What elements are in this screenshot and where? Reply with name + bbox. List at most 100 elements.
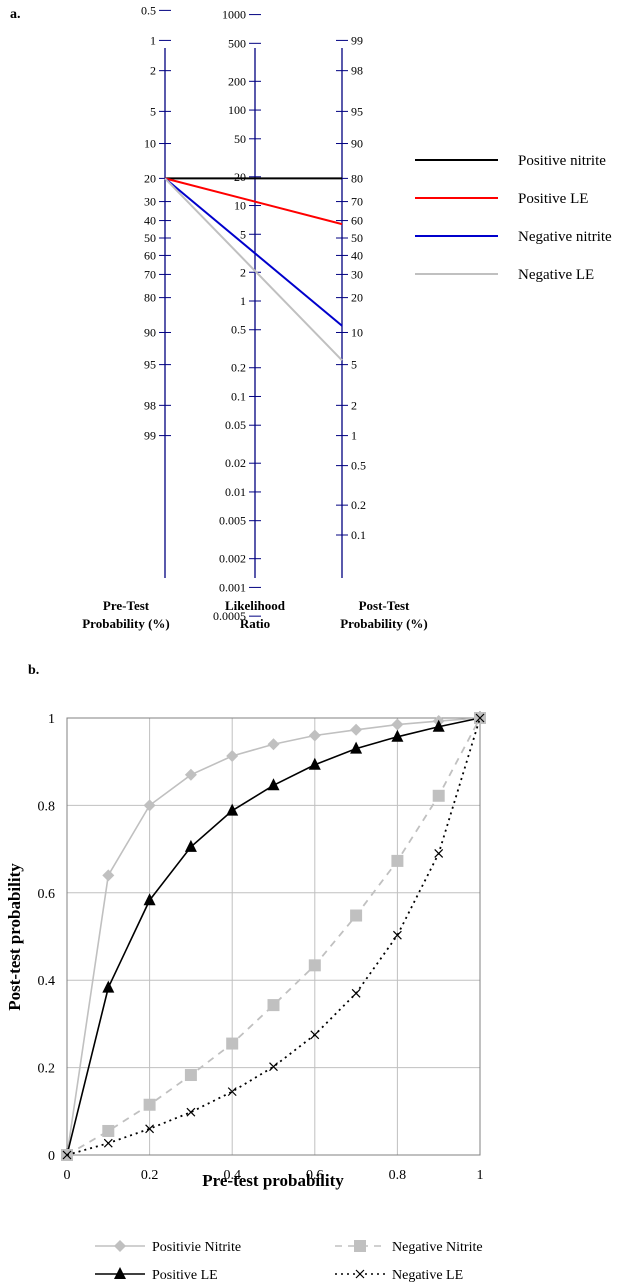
series-group: [61, 712, 486, 1161]
series-group: [62, 713, 485, 1160]
tick-label: 40: [144, 214, 156, 228]
tick-label: 0.1: [351, 528, 366, 542]
tick-label: 30: [351, 267, 363, 281]
tick-label: 95: [144, 358, 156, 372]
post-test-title-2: Probability (%): [340, 616, 428, 631]
tick-label: 1: [351, 429, 357, 443]
tick-label: 99: [144, 429, 156, 443]
post-test-ticks: 99 98 95 90 80 70 60 50 40 30 20 10 5 2 1 0.5 0.2 0.1: [336, 33, 366, 542]
data-point-marker: [103, 1138, 113, 1148]
legend-entry: Positivie Nitrite: [95, 1240, 241, 1255]
data-point-marker: [184, 768, 197, 781]
tick-label: 0.2: [351, 498, 366, 512]
x-tick-label: 0: [64, 1168, 71, 1183]
data-point-marker: [143, 1098, 156, 1111]
tick-label: 0.05: [225, 418, 246, 432]
y-tick-label: 0.2: [38, 1062, 56, 1077]
chart-series: [61, 711, 486, 1161]
data-point-marker: [267, 778, 280, 791]
data-point-marker: [308, 959, 321, 972]
legend-label: Negative LE: [392, 1268, 463, 1283]
data-point-marker: [186, 1107, 196, 1117]
post-test-title-1: Post-Test: [359, 598, 410, 613]
data-point-marker: [350, 741, 363, 754]
tick-label: 5: [351, 358, 357, 372]
tick-label: 50: [144, 231, 156, 245]
data-point-marker: [391, 729, 404, 742]
legend-entry: Negative Nitrite: [335, 1240, 483, 1255]
y-axis-label: Post-test probability: [5, 863, 24, 1011]
x-tick-label: 1: [477, 1168, 484, 1183]
pre-test-title-2: Probability (%): [82, 616, 170, 631]
plot-frame: [66, 717, 481, 1156]
legend-label: Positive nitrite: [518, 153, 606, 169]
tick-label: 1000: [222, 8, 246, 22]
y-tick-label: 0.4: [38, 974, 56, 989]
data-point-marker: [308, 757, 321, 770]
nomogram-lines: [164, 177, 343, 361]
tick-label: 20: [234, 170, 246, 184]
legend-label: Negative nitrite: [518, 229, 612, 245]
tick-label: 98: [351, 64, 363, 78]
tick-label: 40: [351, 248, 363, 262]
tick-label: 0.0005: [213, 609, 246, 623]
line-chart: b. 0 0.2 0.4 0.6 0.8 1 0 0.2 0.4 0.6 0.8 1 Pre-test…: [5, 663, 486, 1283]
chart-legend: Positivie Nitrite Negative Nitrite Positiv…: [95, 1240, 483, 1283]
tick-label: 0.5: [231, 323, 246, 337]
tick-label: 60: [351, 214, 363, 228]
tick-label: 50: [351, 231, 363, 245]
legend-label: Positivie Nitrite: [152, 1240, 241, 1255]
nomogram-line: [164, 177, 343, 226]
data-point-marker: [226, 1037, 239, 1050]
tick-label: 20: [351, 291, 363, 305]
legend-label: Negative Nitrite: [392, 1240, 483, 1255]
data-point-marker: [102, 980, 115, 993]
tick-label: 5: [240, 227, 246, 241]
data-point-marker: [391, 718, 404, 731]
data-point-marker: [267, 999, 280, 1012]
data-point-marker: [432, 789, 445, 802]
data-point-marker: [145, 1124, 155, 1134]
data-point-marker: [269, 1062, 278, 1072]
tick-label: 1: [150, 33, 156, 47]
likelihood-ticks: 200010005002001005020105210.50.20.10.050…: [213, 8, 261, 623]
data-point-marker: [350, 723, 363, 736]
tick-label: 0.1: [231, 389, 246, 403]
data-point-marker: [102, 1124, 115, 1137]
data-point-marker: [143, 893, 156, 906]
x-tick-label: 0.2: [141, 1168, 159, 1183]
tick-label: 1: [240, 294, 246, 308]
tick-label: 90: [351, 137, 363, 151]
tick-label: 500: [228, 36, 246, 50]
series-line: [66, 717, 481, 1156]
tick-label: 50: [234, 132, 246, 146]
nomogram-line: [164, 177, 343, 361]
data-point-marker: [392, 930, 402, 940]
panel-b-label: b.: [28, 663, 39, 678]
tick-label: 2: [240, 265, 246, 279]
tick-label: 2: [150, 64, 156, 78]
y-tick-label: 0.6: [38, 887, 56, 902]
tick-label: 0.5: [141, 3, 156, 17]
series-group: [61, 711, 486, 1160]
tick-label: 2: [351, 398, 357, 412]
tick-label: 200: [228, 74, 246, 88]
tick-label: 80: [351, 171, 363, 185]
data-point-marker: [114, 1240, 126, 1252]
tick-label: 99: [351, 33, 363, 47]
data-point-marker: [114, 1267, 126, 1279]
data-point-marker: [310, 1030, 320, 1040]
tick-label: 0.01: [225, 485, 246, 499]
legend-entry: Negative LE: [335, 1268, 463, 1283]
x-tick-label: 0.8: [389, 1168, 407, 1183]
data-point-marker: [350, 909, 363, 922]
legend-label: Positive LE: [152, 1268, 218, 1283]
data-point-marker: [354, 1240, 366, 1252]
nomogram: a. 0.10.20.5125102030405060708090959899 …: [10, 3, 612, 631]
x-axis-label: Pre-test probability: [202, 1171, 344, 1190]
tick-label: 95: [351, 104, 363, 118]
tick-label: 0.002: [219, 552, 246, 566]
tick-label: 10: [351, 325, 363, 339]
tick-label: 80: [144, 291, 156, 305]
